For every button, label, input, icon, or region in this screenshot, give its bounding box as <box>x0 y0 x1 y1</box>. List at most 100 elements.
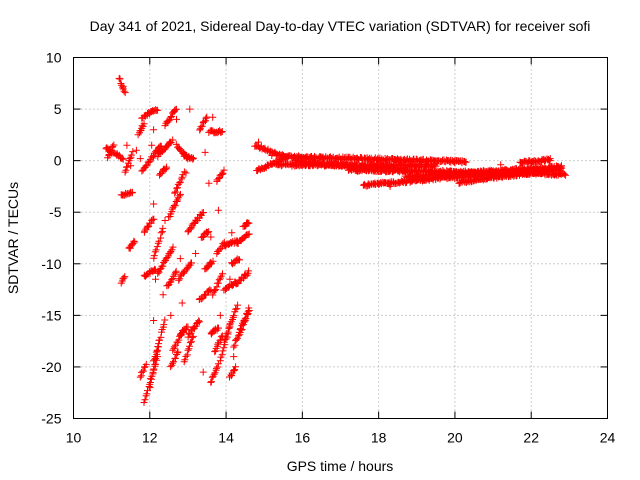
data-point <box>140 120 148 128</box>
data-point <box>168 276 176 284</box>
data-point <box>123 141 131 149</box>
data-point <box>240 318 248 326</box>
data-point <box>353 154 361 162</box>
data-point <box>139 367 147 375</box>
data-point <box>244 310 252 318</box>
data-point <box>242 315 250 323</box>
data-point <box>214 206 222 214</box>
data-point <box>150 215 158 223</box>
data-point <box>207 378 215 386</box>
data-point <box>127 162 135 170</box>
data-point <box>210 370 218 378</box>
data-point <box>121 273 129 281</box>
data-point <box>173 349 181 357</box>
data-point <box>174 348 182 356</box>
data-point <box>150 366 158 374</box>
data-point <box>558 164 566 172</box>
data-point <box>163 254 171 261</box>
data-point <box>186 105 194 113</box>
data-point <box>236 256 243 264</box>
data-point <box>183 351 191 359</box>
x-tick-label: 20 <box>447 430 463 446</box>
data-point <box>159 224 167 232</box>
data-point <box>212 364 220 372</box>
data-point <box>214 363 222 371</box>
data-point <box>155 237 163 245</box>
data-point <box>119 155 127 163</box>
data-point <box>216 311 224 319</box>
data-point <box>222 333 230 341</box>
data-point <box>156 171 163 179</box>
data-point <box>534 157 542 165</box>
data-point <box>268 152 276 159</box>
data-point <box>154 343 162 350</box>
data-point <box>155 268 163 276</box>
data-point <box>160 321 168 329</box>
data-point <box>173 115 180 123</box>
data-point <box>203 113 211 121</box>
y-tick-label: 10 <box>46 50 62 66</box>
data-point <box>255 138 262 146</box>
data-point <box>147 219 155 227</box>
data-point <box>218 351 226 359</box>
data-point <box>148 141 156 149</box>
data-point <box>209 291 217 299</box>
data-point <box>405 173 413 181</box>
data-point <box>165 139 173 147</box>
data-point <box>220 166 228 174</box>
data-point <box>215 324 222 332</box>
data-point <box>234 301 242 309</box>
data-point <box>207 378 215 386</box>
data-point <box>150 357 157 365</box>
data-point <box>152 275 159 283</box>
data-point <box>175 336 183 344</box>
data-point <box>159 262 167 270</box>
data-point <box>161 257 169 264</box>
data-point <box>231 341 239 349</box>
data-point <box>136 155 144 163</box>
data-point <box>219 169 227 177</box>
y-tick-label: 0 <box>54 153 62 169</box>
data-point <box>224 328 232 336</box>
data-point <box>217 336 225 344</box>
data-point <box>188 154 196 161</box>
data-point <box>118 154 126 162</box>
data-point <box>167 311 175 319</box>
x-tick-label: 22 <box>523 430 539 446</box>
data-point <box>188 259 195 267</box>
data-point <box>170 343 178 351</box>
x-tick-label: 18 <box>371 430 387 446</box>
data-point <box>562 171 570 179</box>
data-point <box>201 148 209 156</box>
data-point <box>228 229 236 237</box>
data-point <box>174 184 181 192</box>
data-point <box>223 330 231 338</box>
data-point <box>205 179 213 187</box>
data-point <box>200 118 208 126</box>
data-point <box>233 305 241 313</box>
y-tick-label: -20 <box>41 359 61 375</box>
x-axis-label: GPS time / hours <box>287 458 394 474</box>
data-point <box>182 352 190 360</box>
data-point <box>190 154 197 162</box>
data-point <box>149 370 157 378</box>
data-point <box>184 346 192 354</box>
data-point <box>238 326 246 333</box>
data-point <box>150 200 158 208</box>
y-tick-label: -5 <box>49 204 62 220</box>
data-point <box>209 113 217 121</box>
data-point <box>205 228 213 236</box>
data-point <box>116 75 124 83</box>
data-point <box>178 299 186 307</box>
data-point <box>546 155 554 163</box>
data-point <box>214 340 222 348</box>
data-point <box>194 217 201 224</box>
data-point <box>171 189 179 197</box>
data-point <box>241 270 249 278</box>
data-point <box>184 333 192 341</box>
data-point <box>211 287 219 294</box>
data-point <box>120 274 128 282</box>
data-point <box>120 87 128 95</box>
data-point <box>150 252 158 260</box>
data-point <box>171 354 179 362</box>
